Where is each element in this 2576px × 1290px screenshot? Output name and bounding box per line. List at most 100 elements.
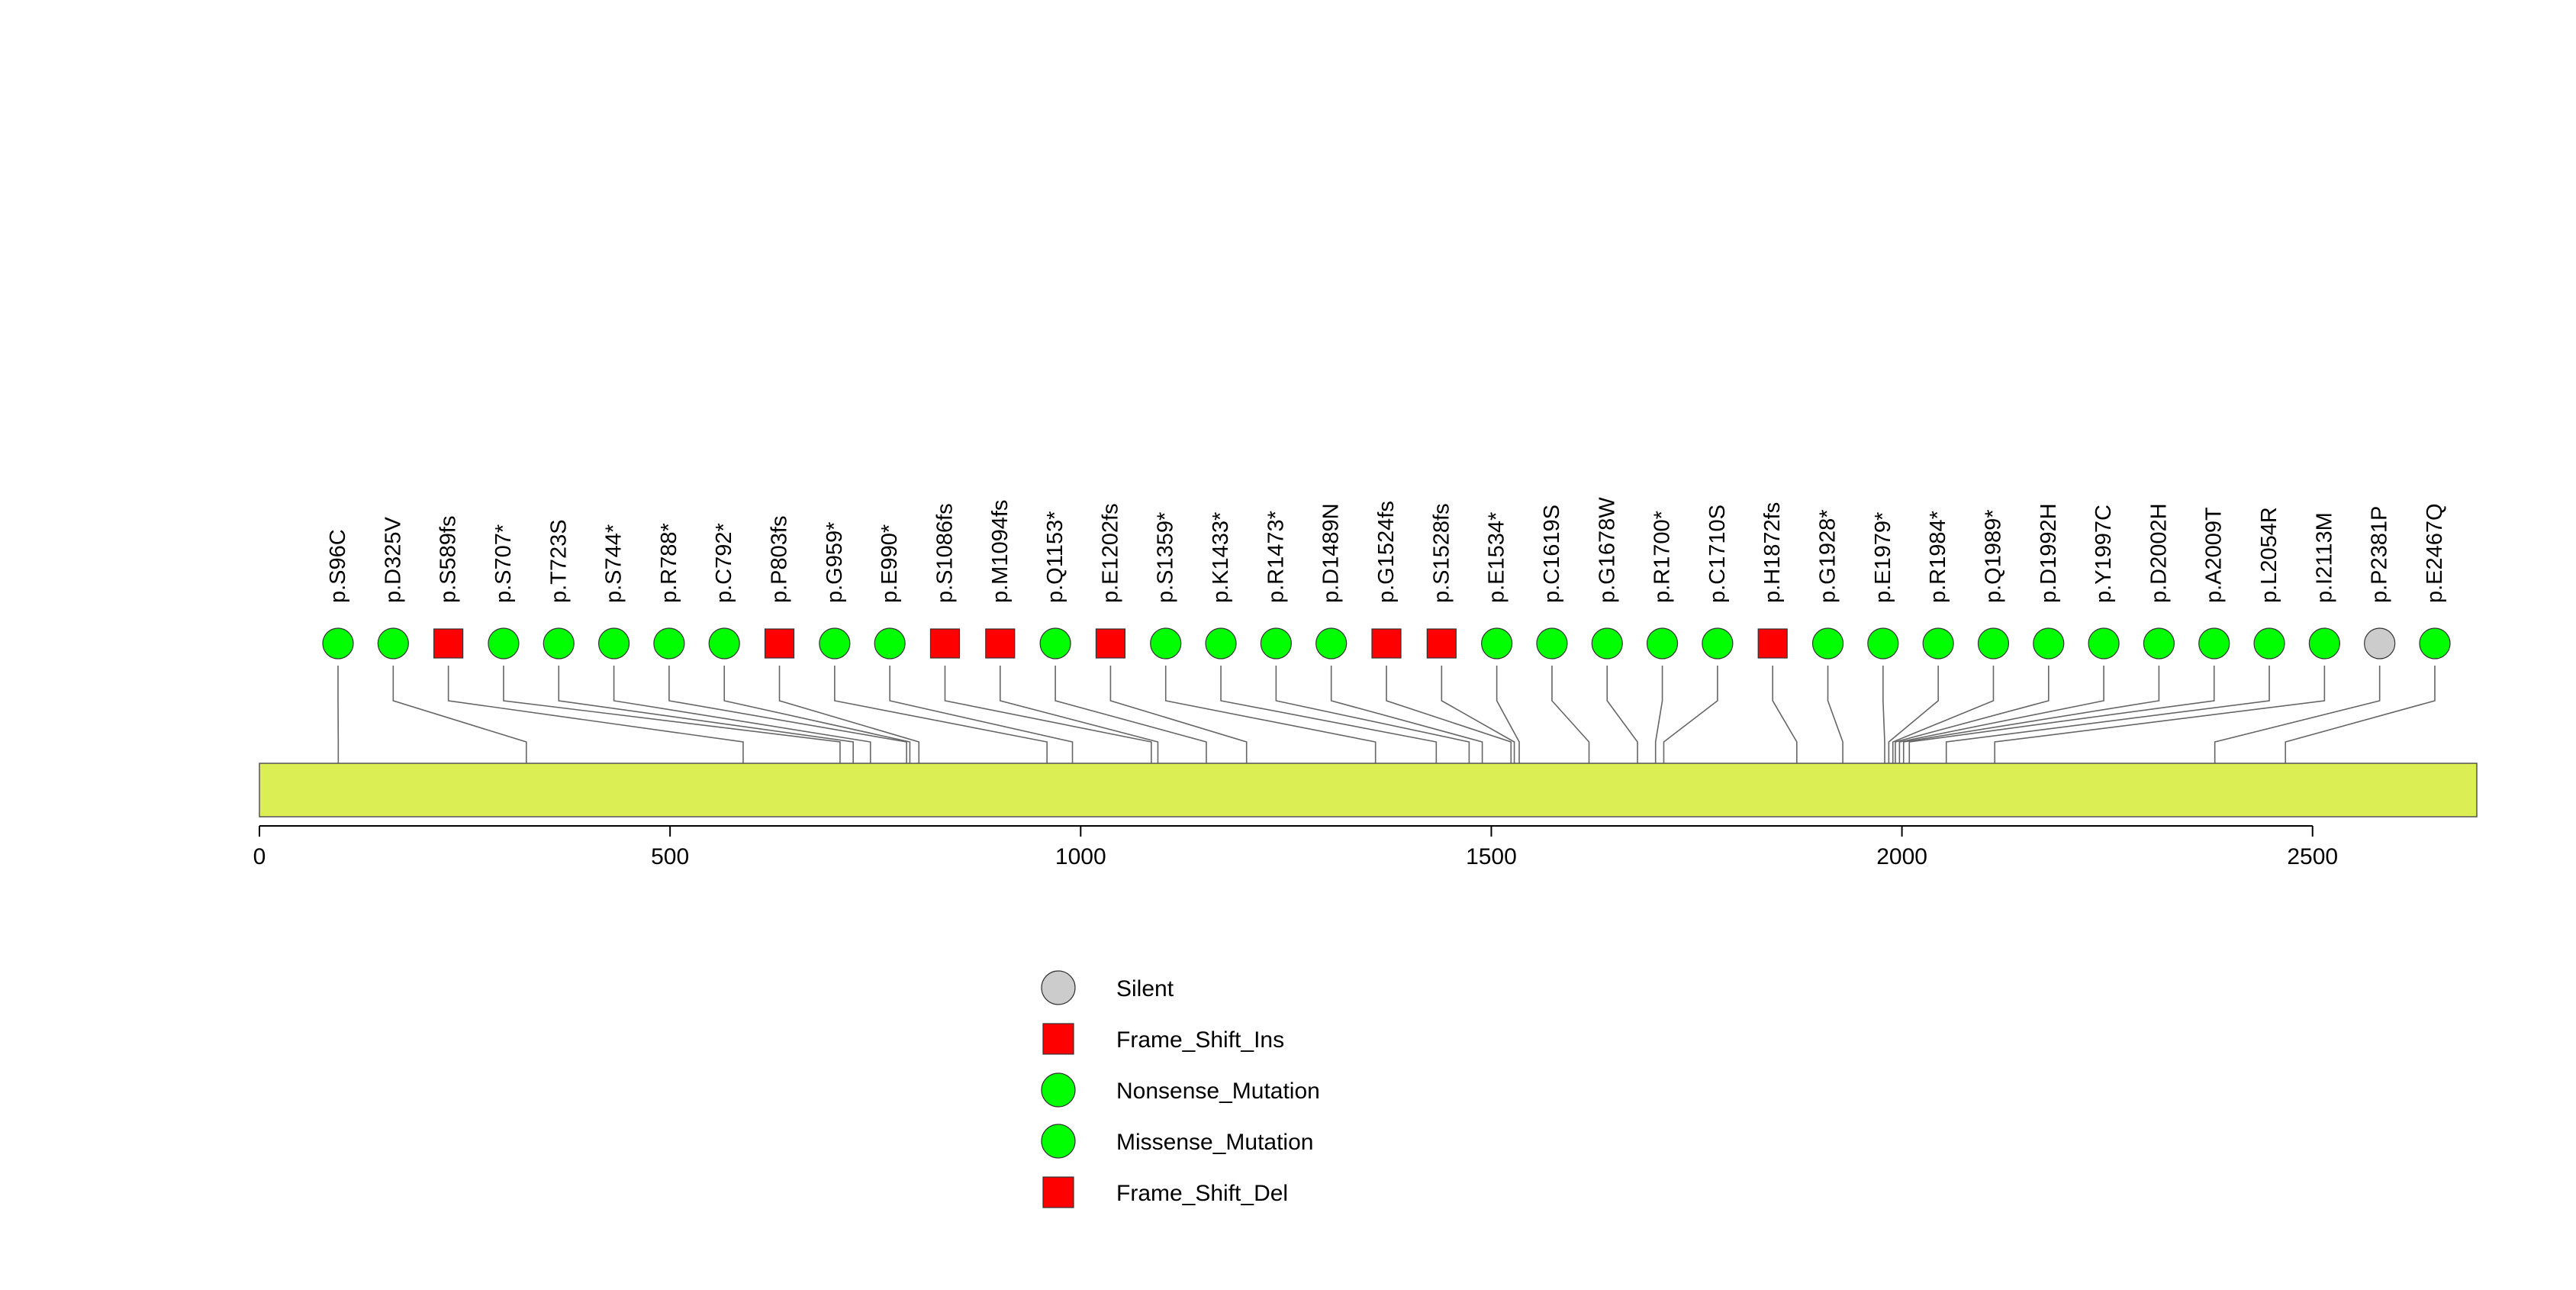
- mutation-marker-square: [433, 628, 464, 659]
- mutation-marker-square: [764, 628, 795, 659]
- mutation-label: p.S1528fs: [1429, 503, 1454, 603]
- mutation-marker-circle: [653, 627, 685, 660]
- mutation-marker-circle: [543, 627, 575, 660]
- mutation-marker-circle: [874, 627, 906, 660]
- mutation-label: p.R1700*: [1650, 511, 1675, 603]
- mutation-marker-circle: [2198, 627, 2230, 660]
- mutation-label: p.S1359*: [1154, 512, 1178, 603]
- mutation-marker-circle: [1922, 627, 1954, 660]
- mutation-label: p.A2009T: [2202, 507, 2227, 603]
- mutation-marker-circle: [819, 627, 851, 660]
- mutation-label: p.G1678W: [1595, 497, 1619, 603]
- mutation-label: p.Y1997C: [2091, 505, 2116, 603]
- mutation-label: p.R1473*: [1264, 511, 1288, 603]
- mutation-marker-square: [985, 628, 1016, 659]
- mutation-label: p.I2113M: [2312, 512, 2336, 603]
- mutation-marker-circle: [1039, 627, 1071, 660]
- mutation-marker-circle: [1315, 627, 1348, 660]
- mutation-label: p.D1489N: [1319, 503, 1344, 603]
- mutation-label: p.C1710S: [1705, 505, 1730, 603]
- protein-domain-bar: [259, 763, 2478, 818]
- mutation-marker-square: [1757, 628, 1788, 659]
- mutation-marker-circle: [2253, 627, 2285, 660]
- mutation-marker-circle: [1811, 627, 1844, 660]
- axis-tick-label: 0: [253, 844, 266, 869]
- mutation-label: p.E990*: [877, 524, 902, 603]
- mutation-label: p.S96C: [326, 529, 350, 603]
- mutation-marker-circle: [1867, 627, 1899, 660]
- axis-tick-label: 1500: [1466, 844, 1517, 869]
- mutation-marker-circle: [1646, 627, 1679, 660]
- mutation-marker-square: [929, 628, 961, 659]
- mutation-label: p.T723S: [546, 519, 571, 603]
- mutation-label: p.E1979*: [1871, 512, 1895, 603]
- mutation-label: p.Q1989*: [1981, 509, 2005, 603]
- mutation-marker-circle: [2088, 627, 2120, 660]
- axis-tick-label: 2500: [2287, 844, 2338, 869]
- mutation-label: p.C1619S: [1540, 505, 1564, 603]
- mutation-marker-circle: [1260, 627, 1292, 660]
- axis-tick-label: 2000: [1876, 844, 1927, 869]
- mutation-label: p.R1984*: [1926, 511, 1950, 603]
- mutation-labels: p.S96C p.D325V p.S589fs p.S707* p.T723S p.S74…: [326, 497, 2447, 603]
- mutation-marker-circle: [488, 627, 520, 660]
- legend-swatch: [1041, 1124, 1076, 1159]
- mutation-marker-circle: [1977, 627, 2010, 660]
- mutation-label: p.G1928*: [1816, 509, 1840, 603]
- mutation-marker-circle: [322, 627, 354, 660]
- mutation-label: p.R788*: [657, 523, 681, 603]
- mutation-label: p.P2381P: [2368, 506, 2392, 603]
- legend-label: Frame_Shift_Del: [1116, 1181, 1288, 1206]
- mutation-marker-circle: [2143, 627, 2175, 660]
- mutation-label: p.C792*: [712, 523, 736, 603]
- mutation-marker-circle: [2033, 627, 2065, 660]
- legend-swatch: [1041, 970, 1076, 1005]
- mutation-label: p.D2002H: [2146, 503, 2171, 603]
- mutation-label: p.D1992H: [2037, 503, 2061, 603]
- mutation-label: p.E1202fs: [1098, 503, 1122, 603]
- legend-swatch: [1041, 1072, 1076, 1108]
- mutation-label: p.Q1153*: [1043, 511, 1067, 603]
- legend-label: Missense_Mutation: [1116, 1130, 1313, 1155]
- mutation-label: p.E1534*: [1485, 512, 1509, 603]
- mutation-label: p.S707*: [491, 524, 516, 603]
- mutation-label: p.G959*: [823, 522, 847, 603]
- mutation-label: p.S744*: [602, 524, 626, 603]
- mutation-marker-circle: [377, 627, 409, 660]
- mutation-marker-circle: [1536, 627, 1568, 660]
- mutation-label: p.D325V: [381, 516, 405, 603]
- mutation-label: p.K1433*: [1209, 512, 1233, 603]
- axis-tick-label: 1000: [1055, 844, 1106, 869]
- mutation-marker-square: [1095, 628, 1126, 659]
- mutation-marker-circle: [708, 627, 740, 660]
- mutation-marker-circle: [1702, 627, 1734, 660]
- mutation-marker-circle: [597, 627, 630, 660]
- mutation-label: p.M1094fs: [988, 500, 1013, 603]
- mutation-marker-circle: [2419, 627, 2451, 660]
- x-axis: 0 500 1000 1500 2000 2500: [253, 825, 2338, 869]
- mutation-label: p.H1872fs: [1760, 502, 1785, 603]
- legend-swatch: [1042, 1023, 1074, 1055]
- mutation-marker-circle: [2364, 627, 2396, 660]
- mutation-marker-circle: [2308, 627, 2340, 660]
- legend-label: Nonsense_Mutation: [1116, 1079, 1320, 1104]
- legend-label: Frame_Shift_Ins: [1116, 1027, 1284, 1053]
- mutation-label: p.E2467Q: [2423, 503, 2447, 603]
- legend-swatch: [1042, 1176, 1074, 1208]
- mutation-label: p.G1524fs: [1374, 501, 1399, 603]
- mutation-marker-circle: [1205, 627, 1237, 660]
- mutation-label: p.L2054R: [2257, 507, 2281, 603]
- mutation-label: p.S589fs: [436, 516, 461, 603]
- legend: Silent Frame_Shift_Ins Nonsense_Mutation Mi…: [1041, 970, 1320, 1208]
- axis-tick-label: 500: [651, 844, 689, 869]
- mutation-marker-circle: [1150, 627, 1182, 660]
- mutation-marker-square: [1371, 628, 1402, 659]
- legend-label: Silent: [1116, 976, 1174, 1001]
- mutation-marker-circle: [1591, 627, 1623, 660]
- mutation-markers: [322, 627, 2451, 660]
- mutation-marker-circle: [1481, 627, 1513, 660]
- mutation-label: p.S1086fs: [932, 503, 957, 603]
- mutation-marker-square: [1426, 628, 1457, 659]
- mutation-label: p.P803fs: [768, 516, 792, 603]
